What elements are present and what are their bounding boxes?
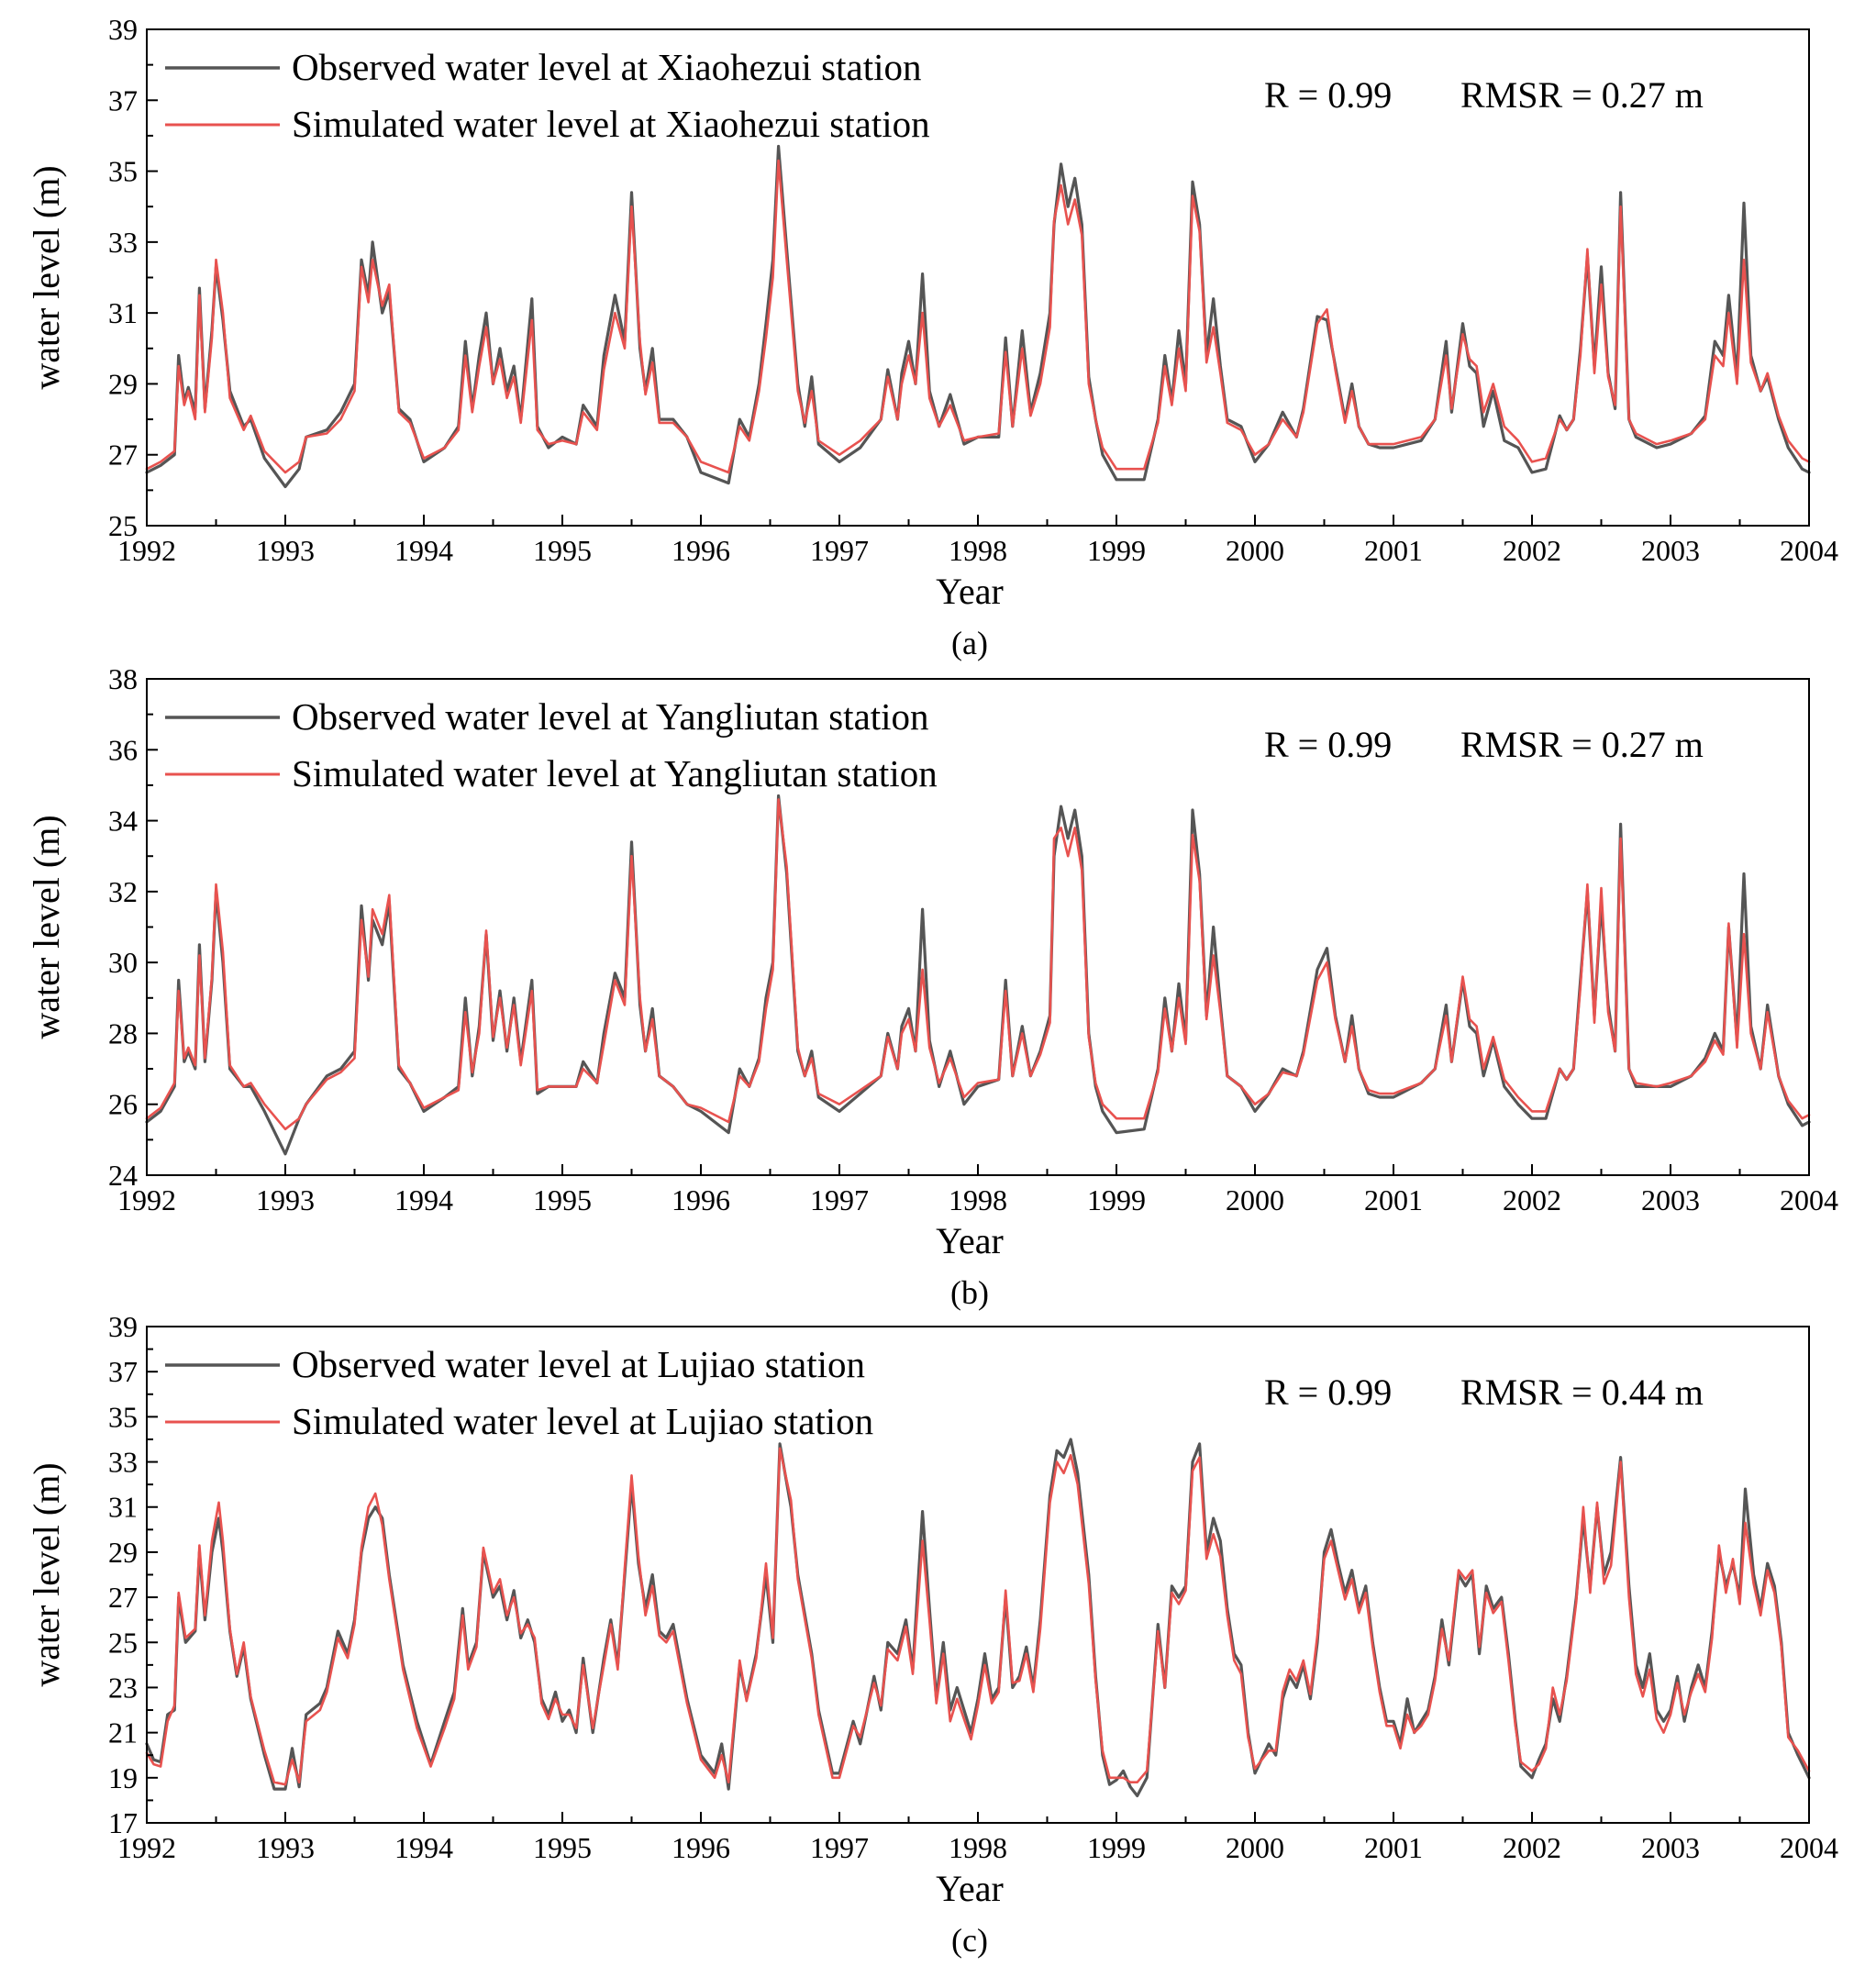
x-tick-label: 2000: [1226, 534, 1284, 567]
observed-series-line: [145, 144, 1811, 489]
y-tick-label: 33: [108, 1446, 138, 1479]
x-axis-title: Year: [936, 1220, 1004, 1261]
y-tick-label: 26: [108, 1088, 138, 1121]
simulated-legend-label: Simulated water level at Lujiao station: [292, 1400, 873, 1442]
x-tick-label: 1996: [672, 1183, 730, 1216]
simulated-legend-label: Simulated water level at Yangliutan stat…: [292, 752, 938, 794]
chart-panel-c: 1992 1993 1994 1995 1996 1997 1998 1999 2000 2001…: [26, 1310, 1838, 1959]
x-tick-label: 1994: [394, 1831, 453, 1864]
x-tick-label: 1992: [117, 534, 176, 567]
x-tick-label: 2003: [1641, 534, 1700, 567]
x-tick-label: 1992: [117, 1183, 176, 1216]
x-tick-label: 2001: [1364, 1183, 1423, 1216]
y-tick-label: 28: [108, 1016, 138, 1050]
y-tick-label: 36: [108, 733, 138, 766]
observed-series-line: [145, 794, 1811, 1156]
x-tick-label: 2000: [1226, 1183, 1284, 1216]
observed-legend-label: Observed water level at Yangliutan stati…: [292, 695, 929, 738]
x-tick-label: 1998: [949, 1183, 1007, 1216]
x-axis-title: Year: [936, 1868, 1004, 1909]
x-tick-label: 1995: [533, 534, 592, 567]
y-tick-label: 30: [108, 946, 138, 979]
y-tick-label: 39: [108, 13, 138, 46]
correlation-stat: R = 0.99: [1264, 1372, 1392, 1413]
simulated-series-line: [145, 1447, 1811, 1786]
simulated-legend-label: Simulated water level at Xiaohezui stati…: [292, 103, 930, 145]
y-tick-label: 25: [108, 1626, 138, 1659]
x-tick-label: 1993: [256, 534, 315, 567]
rmsr-stat: RMSR = 0.27 m: [1460, 724, 1704, 765]
y-tick-label: 25: [108, 509, 138, 542]
observed-legend-label: Observed water level at Xiaohezui statio…: [292, 46, 922, 88]
x-tick-label: 1994: [394, 534, 453, 567]
x-tick-label: 1998: [949, 1831, 1007, 1864]
y-tick-label: 37: [108, 83, 138, 117]
y-tick-label: 27: [108, 439, 138, 472]
y-tick-label: 33: [108, 226, 138, 259]
rmsr-stat: RMSR = 0.27 m: [1460, 74, 1704, 116]
x-tick-label: 1997: [810, 1183, 869, 1216]
y-tick-label: 29: [108, 1536, 138, 1569]
chart-panel-b: 1992 1993 1994 1995 1996 1997 1998 1999 2000 2001…: [26, 662, 1838, 1311]
y-tick-label: 34: [108, 805, 138, 838]
x-tick-label: 2000: [1226, 1831, 1284, 1864]
x-tick-label: 2004: [1780, 534, 1838, 567]
x-tick-label: 1993: [256, 1183, 315, 1216]
rmsr-stat: RMSR = 0.44 m: [1460, 1372, 1704, 1413]
x-tick-label: 2002: [1503, 1831, 1561, 1864]
simulated-series-line: [145, 798, 1811, 1131]
x-tick-label: 2003: [1641, 1831, 1700, 1864]
y-tick-label: 32: [108, 875, 138, 908]
x-tick-label: 1998: [949, 534, 1007, 567]
y-tick-label: 31: [108, 296, 138, 329]
x-tick-label: 2003: [1641, 1183, 1700, 1216]
y-tick-label: 24: [108, 1159, 138, 1192]
y-tick-label: 38: [108, 662, 138, 695]
x-tick-label: 1995: [533, 1831, 592, 1864]
y-tick-label: 29: [108, 367, 138, 400]
x-tick-label: 1993: [256, 1831, 315, 1864]
y-tick-label: 17: [108, 1806, 138, 1839]
y-tick-label: 21: [108, 1716, 138, 1749]
y-tick-label: 35: [108, 155, 138, 188]
x-tick-label: 1995: [533, 1183, 592, 1216]
y-tick-label: 27: [108, 1581, 138, 1614]
panel-label: (a): [951, 625, 988, 661]
x-tick-label: 1992: [117, 1831, 176, 1864]
y-axis-title: water level (m): [26, 1462, 67, 1686]
y-tick-label: 35: [108, 1400, 138, 1433]
x-tick-label: 2004: [1780, 1183, 1838, 1216]
x-tick-label: 1996: [672, 534, 730, 567]
x-tick-label: 2002: [1503, 1183, 1561, 1216]
x-tick-label: 1996: [672, 1831, 730, 1864]
simulated-series-line: [145, 159, 1811, 474]
y-axis-title: water level (m): [26, 165, 67, 389]
x-tick-label: 1999: [1087, 534, 1146, 567]
y-axis-title: water level (m): [26, 815, 67, 1038]
correlation-stat: R = 0.99: [1264, 724, 1392, 765]
x-tick-label: 2002: [1503, 534, 1561, 567]
chart-panel-a: 1992 1993 1994 1995 1996 1997 1998 1999 2000 2001…: [26, 13, 1838, 661]
correlation-stat: R = 0.99: [1264, 74, 1392, 116]
x-tick-label: 1994: [394, 1183, 453, 1216]
x-tick-label: 2001: [1364, 534, 1423, 567]
panel-label: (c): [951, 1922, 988, 1959]
panel-label: (b): [950, 1274, 989, 1311]
y-tick-label: 19: [108, 1761, 138, 1794]
x-axis-title: Year: [936, 571, 1004, 612]
y-tick-label: 39: [108, 1310, 138, 1343]
x-tick-label: 1999: [1087, 1183, 1146, 1216]
y-tick-label: 37: [108, 1355, 138, 1388]
x-tick-label: 2004: [1780, 1831, 1838, 1864]
x-tick-label: 1997: [810, 1831, 869, 1864]
y-tick-label: 31: [108, 1491, 138, 1524]
observed-legend-label: Observed water level at Lujiao station: [292, 1343, 865, 1385]
x-tick-label: 1999: [1087, 1831, 1146, 1864]
x-tick-label: 2001: [1364, 1831, 1423, 1864]
x-tick-label: 1997: [810, 534, 869, 567]
y-tick-label: 23: [108, 1671, 138, 1704]
